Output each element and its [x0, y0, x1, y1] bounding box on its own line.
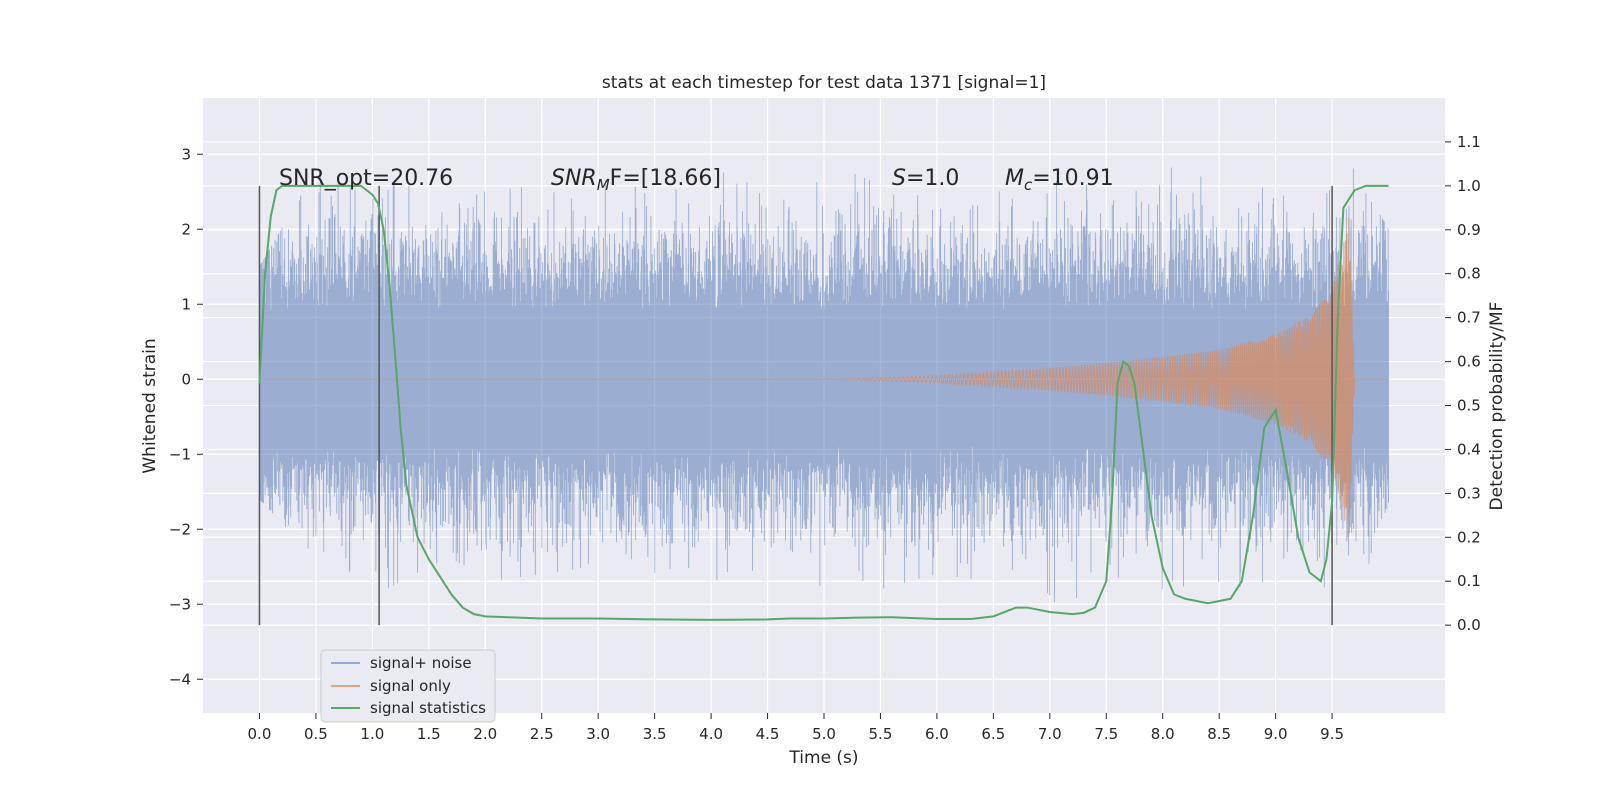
mc-label: M — [1005, 166, 1024, 191]
y-left-tick-label: −3 — [169, 595, 191, 613]
y-right-tick-label: 0.2 — [1457, 528, 1481, 546]
snr-mf-label: SNR — [551, 166, 597, 191]
s-value: =1.0 — [906, 166, 959, 191]
y-left-tick-label: −4 — [169, 670, 191, 688]
y-left-tick-label: −1 — [169, 445, 191, 463]
x-tick-label: 2.0 — [473, 725, 497, 743]
x-tick-label: 5.5 — [869, 725, 893, 743]
y-left-tick-label: 0 — [181, 370, 191, 388]
x-tick-label: 6.0 — [925, 725, 949, 743]
y-right-tick-label: 0.3 — [1457, 484, 1481, 502]
x-tick-label: 2.5 — [530, 725, 554, 743]
x-tick-label: 1.5 — [417, 725, 441, 743]
signal-only-series — [259, 217, 1389, 538]
y-right-tick-label: 1.1 — [1457, 133, 1481, 151]
y-right-tick-label: 0.6 — [1457, 353, 1481, 371]
x-tick-label: 6.5 — [981, 725, 1005, 743]
y-right-tick-label: 0.1 — [1457, 572, 1481, 590]
x-tick-label: 9.0 — [1264, 725, 1288, 743]
snr-mf-sub: M — [597, 176, 610, 194]
y-left-axis-label: Whitened strain — [140, 338, 160, 473]
annotation-snr-opt: SNR_opt=20.76 — [279, 166, 453, 191]
x-tick-label: 7.5 — [1094, 725, 1118, 743]
x-axis-ticks: 0.0 0.5 1.0 1.5 2.0 2.5 3.0 3.5 4.0 4.5 5.0 5.5 6.0 6… — [248, 713, 1344, 743]
x-tick-label: 4.5 — [756, 725, 780, 743]
mc-value: =10.91 — [1032, 166, 1113, 191]
chart-title: stats at each timestep for test data 137… — [602, 73, 1046, 93]
y-right-tick-label: 0.7 — [1457, 309, 1481, 327]
snr-mf-rest: F=[18.66] — [610, 166, 721, 191]
y-left-tick-label: 2 — [181, 220, 191, 238]
annotation-s: S=1.0 — [892, 166, 959, 191]
x-tick-label: 5.0 — [812, 725, 836, 743]
x-tick-label: 0.0 — [248, 725, 272, 743]
legend: signal+ noise signal only signal statist… — [320, 649, 496, 723]
y-right-tick-label: 0.0 — [1457, 616, 1481, 634]
y-right-axis-ticks: 0.0 0.1 0.2 0.3 0.4 0.5 0.6 0.7 0.8 0.9 1.0 1.1 — [1445, 133, 1481, 634]
y-left-axis-ticks: −4 −3 −2 −1 0 1 2 3 — [169, 145, 203, 688]
y-left-tick-label: 1 — [181, 295, 191, 313]
y-left-tick-label: −2 — [169, 520, 191, 538]
y-right-axis-label: Detection probability/MF — [1487, 302, 1507, 511]
y-left-tick-label: 3 — [181, 145, 191, 163]
legend-label-signal: signal only — [370, 677, 451, 695]
y-right-tick-label: 0.9 — [1457, 221, 1481, 239]
y-right-tick-label: 0.4 — [1457, 440, 1481, 458]
legend-label-stats: signal statistics — [370, 699, 486, 717]
x-tick-label: 8.0 — [1151, 725, 1175, 743]
x-tick-label: 4.0 — [699, 725, 723, 743]
legend-label-noise: signal+ noise — [370, 654, 472, 672]
x-tick-label: 3.5 — [643, 725, 667, 743]
y-right-tick-label: 0.8 — [1457, 265, 1481, 283]
x-tick-label: 0.5 — [304, 725, 328, 743]
s-label: S — [892, 166, 906, 191]
signal-only-line — [259, 217, 1389, 538]
legend-box — [320, 649, 496, 723]
signal-statistics-line — [258, 184, 1389, 621]
annotation-mc: Mc=10.91 — [1005, 166, 1114, 194]
mc-sub: c — [1024, 176, 1033, 194]
annotation-snr-mf: SNRMF=[18.66] — [551, 166, 721, 194]
x-tick-label: 3.0 — [586, 725, 610, 743]
vertical-lines — [258, 185, 1333, 626]
x-tick-label: 1.0 — [360, 725, 384, 743]
signal-statistics-series — [258, 184, 1389, 621]
x-tick-label: 8.5 — [1207, 725, 1231, 743]
y-right-tick-label: 0.5 — [1457, 397, 1481, 415]
x-tick-label: 9.5 — [1320, 725, 1344, 743]
y-right-tick-label: 1.0 — [1457, 177, 1481, 195]
x-axis-label: Time (s) — [788, 748, 858, 768]
x-tick-label: 7.0 — [1038, 725, 1062, 743]
